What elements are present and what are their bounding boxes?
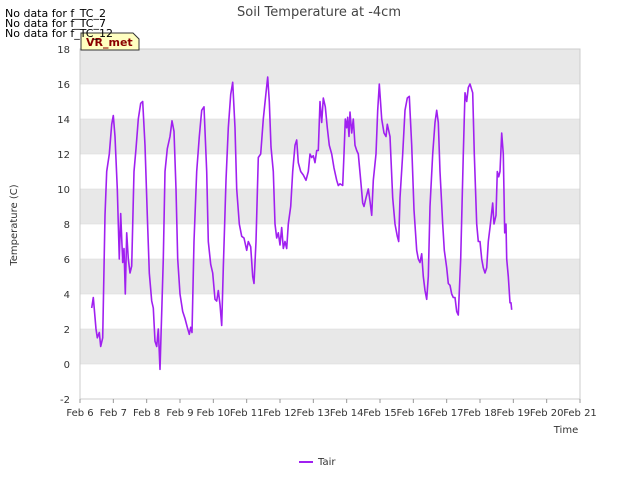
y-tick-label: 0 — [64, 360, 70, 371]
no-data-note-1: No data for f_TC_2 — [5, 7, 106, 20]
y-tick-label: 4 — [64, 290, 70, 301]
y-tick-label: 16 — [57, 80, 70, 91]
x-tick-label: Feb 20 — [530, 408, 564, 419]
plot-band — [80, 49, 580, 84]
x-tick-label: Feb 14 — [330, 408, 364, 419]
legend: Tair — [299, 457, 336, 468]
y-tick-label: 6 — [64, 255, 70, 266]
x-tick-label: Feb 13 — [297, 408, 331, 419]
site-badge-box — [80, 32, 140, 51]
y-axis-ticks: -2 0 2 4 6 8 10 12 14 16 18 — [57, 45, 70, 406]
y-tick-label: 12 — [57, 150, 70, 161]
x-tick-label: Feb 15 — [363, 408, 397, 419]
site-badge-label: VR_met — [86, 36, 133, 49]
x-tick-label: Feb 10 — [197, 408, 231, 419]
x-tick-label: Feb 9 — [166, 408, 193, 419]
x-tick-label: Feb 19 — [497, 408, 531, 419]
x-tick-label: Feb 12 — [263, 408, 297, 419]
y-axis-label: Temperature (C) — [9, 184, 20, 266]
x-tick-label: Feb 7 — [100, 408, 127, 419]
x-axis-label: Time — [553, 425, 578, 436]
grid-lines — [79, 48, 581, 400]
plot-band — [80, 329, 580, 364]
x-tick-label: Feb 16 — [397, 408, 431, 419]
legend-label: Tair — [317, 457, 336, 468]
series-layer — [90, 76, 513, 371]
x-tick-label: Feb 17 — [430, 408, 464, 419]
y-tick-label: 14 — [57, 115, 70, 126]
no-data-note-3: No data for f_TC_12 — [5, 27, 113, 40]
y-tick-label: 2 — [64, 325, 70, 336]
y-tick-label: 18 — [57, 45, 70, 56]
x-tick-label: Feb 11 — [230, 408, 264, 419]
y-tick-label: 10 — [57, 185, 70, 196]
x-axis-ticks: Feb 6 Feb 7 Feb 8 Feb 9 Feb 10 Feb 11 Feb 12 Fe… — [66, 399, 597, 419]
y-tick-label: 8 — [64, 220, 70, 231]
x-tick-label: Feb 21 — [563, 408, 597, 419]
x-tick-label: Feb 6 — [66, 408, 93, 419]
plot-border — [79, 48, 581, 400]
no-data-note-2: No data for f_TC_7 — [5, 17, 106, 30]
chart-title: Soil Temperature at -4cm — [237, 5, 401, 20]
site-badge: VR_met — [80, 32, 140, 51]
series-line-tair — [90, 76, 513, 371]
x-tick-label: Feb 18 — [463, 408, 497, 419]
x-tick-label: Feb 8 — [133, 408, 160, 419]
y-tick-label: -2 — [60, 395, 70, 406]
plot-band — [80, 259, 580, 294]
